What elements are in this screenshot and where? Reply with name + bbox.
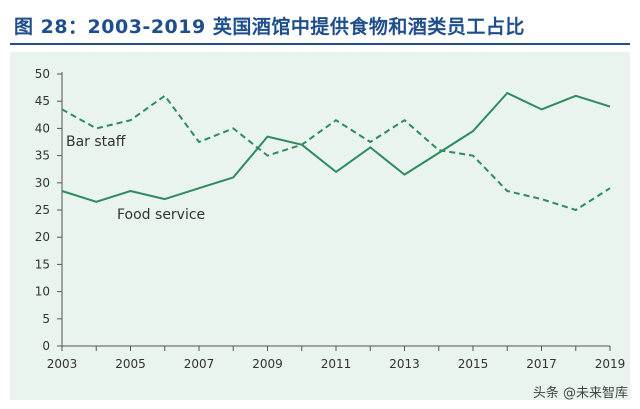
y-tick-label: 0 <box>42 339 50 353</box>
title-divider <box>10 43 630 45</box>
x-tick-label: 2019 <box>595 357 626 371</box>
x-tick-label: 2013 <box>389 357 420 371</box>
watermark-text: 头条 @未来智库 <box>532 386 628 401</box>
chart-background <box>10 52 630 400</box>
x-tick-label: 2005 <box>115 357 146 371</box>
x-tick-label: 2017 <box>526 357 557 371</box>
y-tick-label: 40 <box>35 121 50 135</box>
series-label-food-service: Food service <box>117 207 205 223</box>
y-tick-label: 10 <box>35 285 50 299</box>
x-tick-label: 2011 <box>321 357 352 371</box>
y-tick-label: 35 <box>35 149 50 163</box>
y-tick-label: 5 <box>42 312 50 326</box>
watermark: 头条 @未来智库 <box>533 382 628 401</box>
x-tick-label: 2015 <box>458 357 489 371</box>
figure-title: 图 28：2003-2019 英国酒馆中提供食物和酒类员工占比 <box>14 16 525 38</box>
x-tick-label: 2009 <box>252 357 283 371</box>
x-tick-label: 2003 <box>47 357 78 371</box>
y-tick-label: 30 <box>35 176 50 190</box>
series-line-food-service <box>61 92 611 203</box>
series-label-bar-staff: Bar staff <box>66 134 126 150</box>
y-tick-label: 20 <box>35 230 50 244</box>
y-tick-label: 15 <box>35 257 50 271</box>
series-line-bar-staff <box>61 94 611 211</box>
y-tick-label: 45 <box>35 94 50 108</box>
y-tick-label: 50 <box>35 67 50 81</box>
y-tick-label: 25 <box>35 203 50 217</box>
x-tick-label: 2007 <box>184 357 215 371</box>
